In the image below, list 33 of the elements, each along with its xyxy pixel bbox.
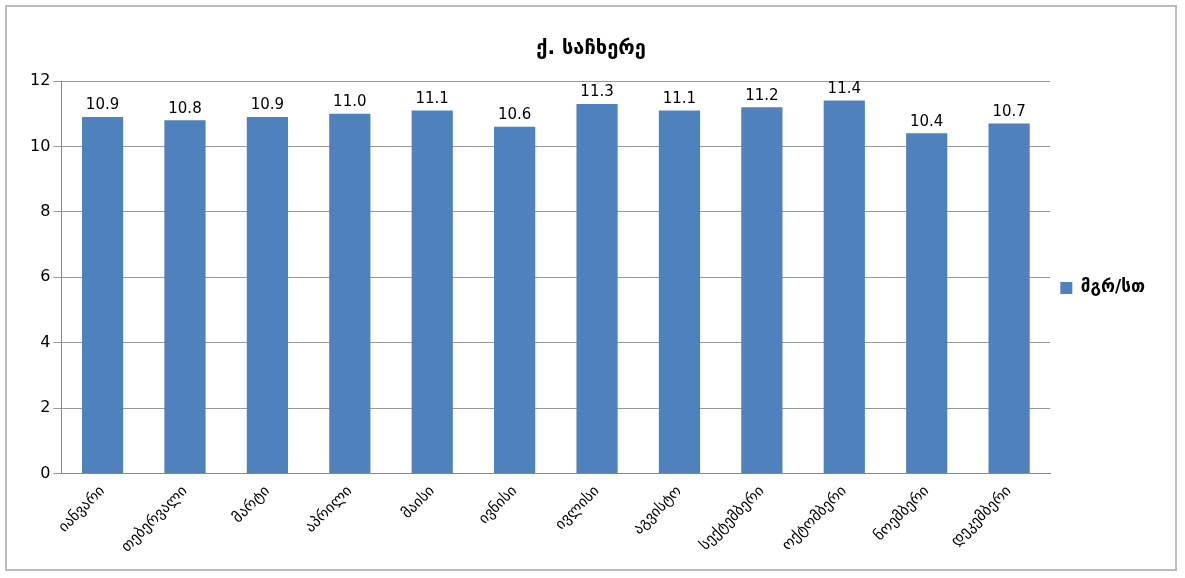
bar [411,110,453,473]
text: 10.9 [250,95,285,114]
bar [81,116,124,473]
bar [164,120,206,473]
text: 11.1 [415,88,449,107]
y-tick-label: 6 [40,266,51,286]
text: 10.7 [992,101,1026,120]
text: 10.6 [497,105,532,124]
legend-label: მგრ/სთ [1080,276,1146,297]
bar [906,133,948,473]
bar [658,110,701,473]
chart-title: ქ. საჩხერე [536,35,646,60]
text: 11.4 [827,79,861,98]
y-tick-label: 10 [30,135,51,155]
text: 11.3 [580,82,614,101]
bar [246,116,288,473]
text: 10.9 [85,95,120,114]
bar [329,113,371,473]
text: 10.4 [910,111,944,130]
bar [741,107,783,473]
text: 10.8 [168,98,202,117]
text: 11.1 [662,88,697,107]
bar [576,103,618,473]
bar [988,123,1030,473]
y-tick-label: 8 [40,200,51,220]
y-tick-label: 4 [40,331,51,351]
bar [823,100,865,473]
y-tick-label: 0 [40,462,51,482]
y-tick-label: 12 [30,70,51,90]
text: 11.0 [333,92,367,111]
text: 11.2 [745,85,779,104]
bar [494,126,536,473]
y-tick-label: 2 [40,397,51,417]
